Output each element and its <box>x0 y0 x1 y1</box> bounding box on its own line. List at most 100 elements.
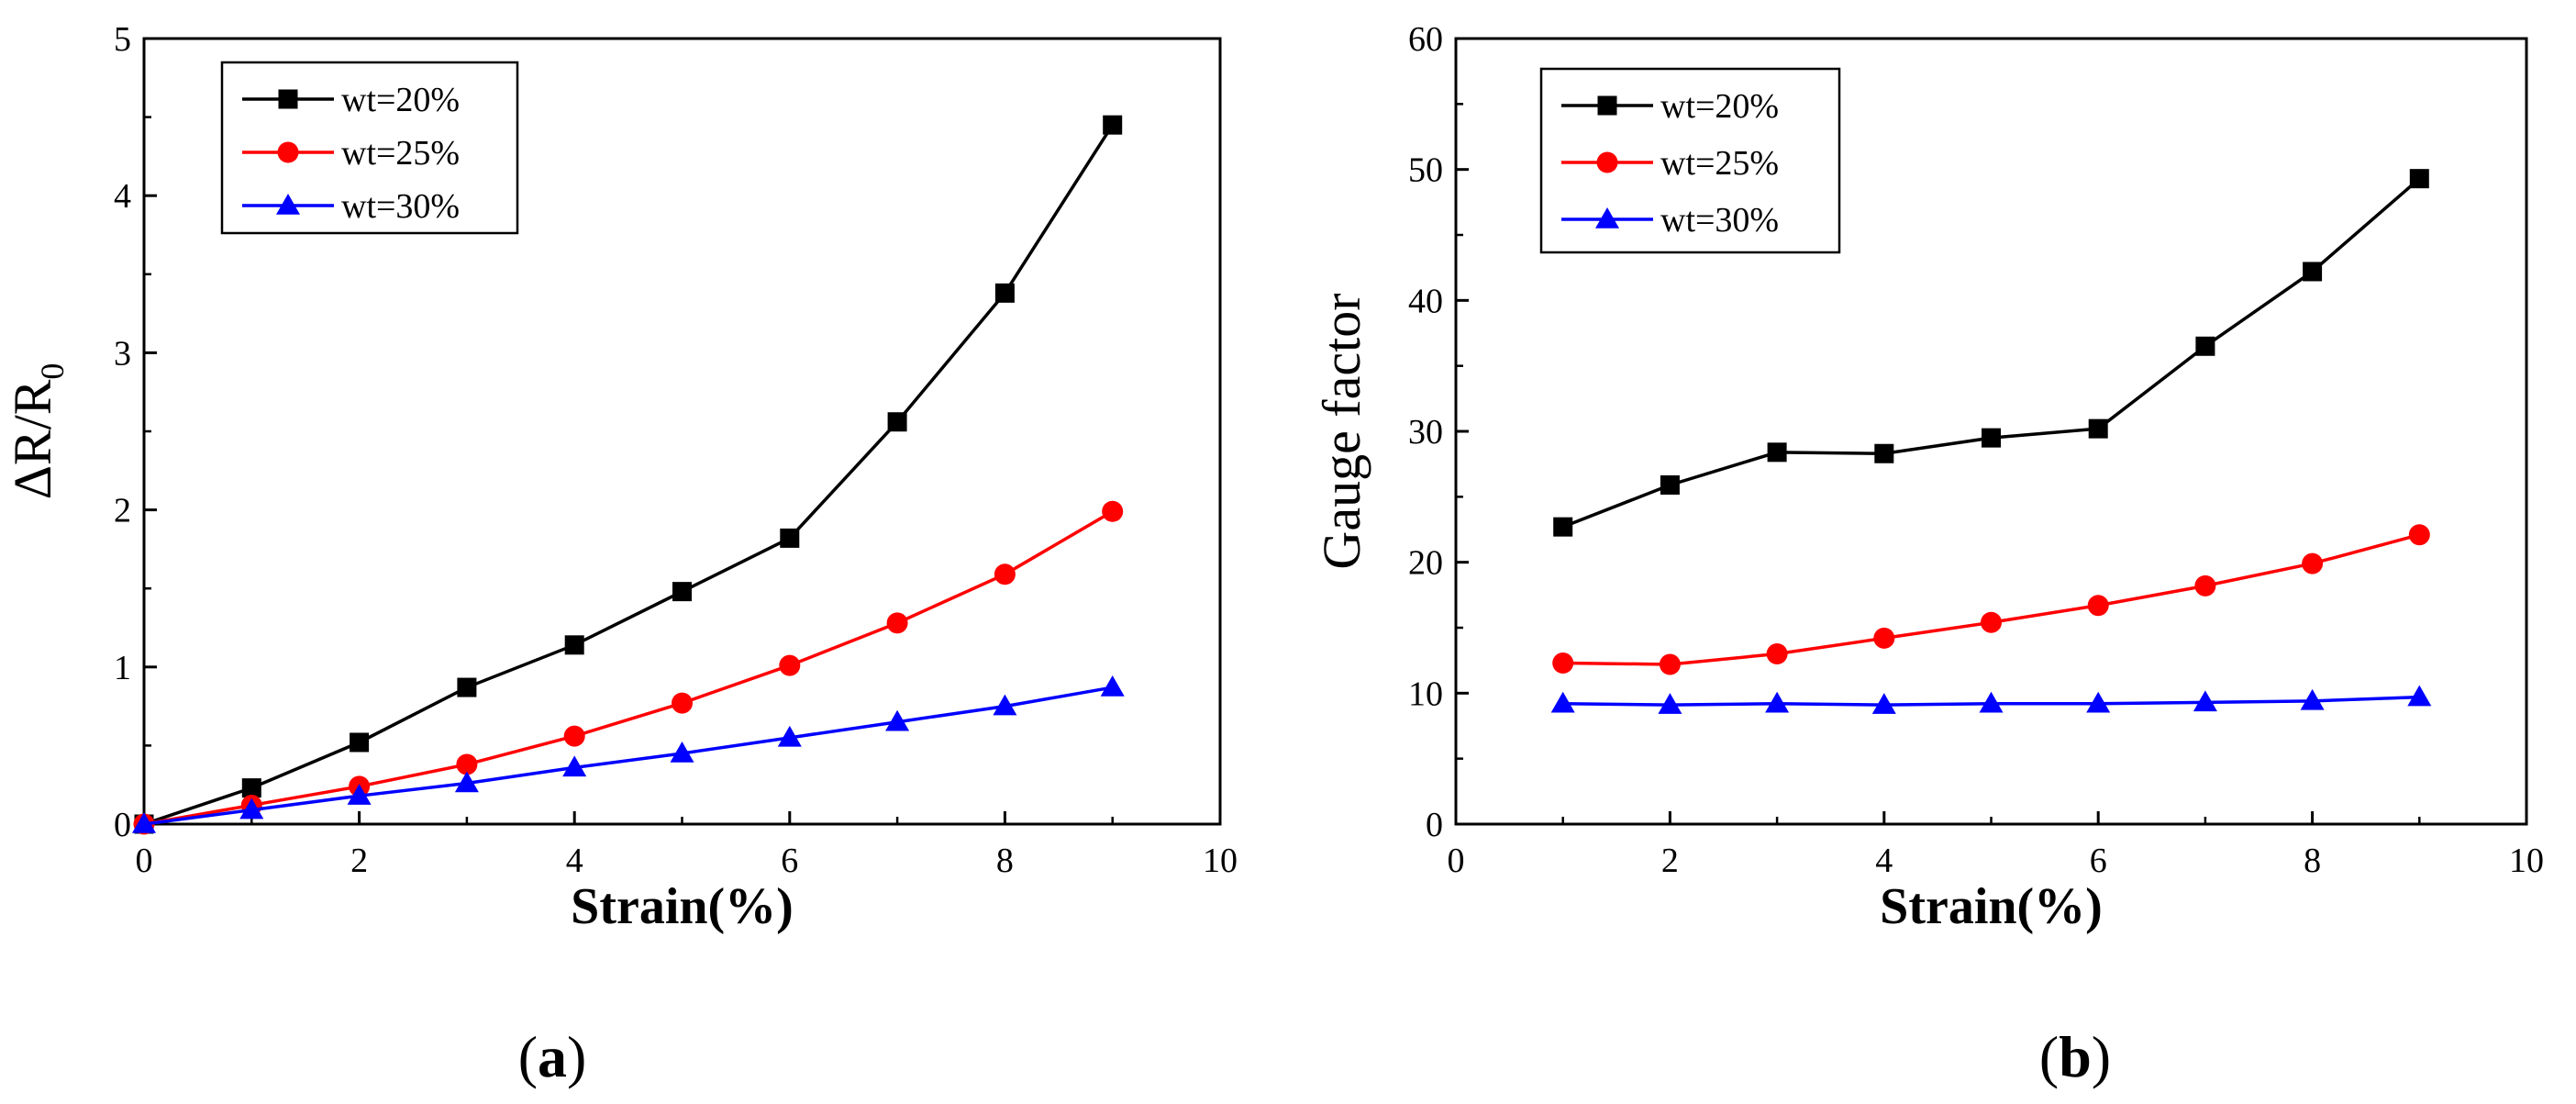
data-point <box>1766 643 1788 665</box>
series-2 <box>1550 685 2432 714</box>
data-point <box>672 582 692 602</box>
legend-marker <box>277 141 299 163</box>
x-tick-label: 10 <box>2509 842 2544 880</box>
data-point <box>2195 336 2215 356</box>
data-point <box>994 563 1016 585</box>
data-point <box>241 778 261 798</box>
series-0 <box>1553 169 2429 537</box>
data-point <box>1871 693 1896 714</box>
x-tick-label: 6 <box>781 842 798 880</box>
x-axis-title: Strain(%) <box>571 878 794 935</box>
x-axis-title: Strain(%) <box>1880 878 2103 935</box>
data-point <box>1103 115 1123 135</box>
y-tick-label: 1 <box>114 649 131 687</box>
x-tick-label: 4 <box>566 842 583 880</box>
data-point <box>1102 500 1124 522</box>
legend-label: wt=20% <box>1660 87 1779 126</box>
series-line <box>143 509 1114 826</box>
x-tick-label: 2 <box>350 842 368 880</box>
series-1 <box>1552 524 2430 675</box>
panel-label-b-close: ) <box>2092 1024 2111 1089</box>
data-point <box>1767 442 1787 463</box>
chart-panel-b: 0 2 4 6 8 10 0 10 20 30 40 50 60 Strain(%) Gauge facto… <box>1312 20 2544 935</box>
legend: wt=20% wt=25% wt=30% <box>220 61 519 235</box>
legend-item: wt=25% <box>242 134 460 173</box>
panel-label-a-open: ( <box>518 1024 538 1089</box>
x-tick-label: 8 <box>996 842 1014 880</box>
y-tick-label: 10 <box>1408 675 1443 713</box>
data-point <box>779 654 801 676</box>
legend-label: wt=20% <box>341 81 460 119</box>
data-point <box>239 797 264 820</box>
y-tick-label: 3 <box>114 334 131 373</box>
data-point <box>777 725 802 747</box>
legend-label: wt=25% <box>1660 144 1779 183</box>
x-tick-label: 8 <box>2304 842 2321 880</box>
data-point <box>780 528 800 548</box>
legend-marker <box>1597 95 1617 116</box>
data-point <box>670 741 694 763</box>
y-axis-title-main: ΔR/R <box>3 379 62 499</box>
data-point <box>454 771 479 793</box>
legend-marker <box>1596 151 1618 173</box>
data-point <box>2407 685 2432 707</box>
legend-label: wt=30% <box>341 187 460 226</box>
data-point <box>2409 169 2429 189</box>
legend-marker <box>278 89 298 109</box>
data-point <box>132 812 156 833</box>
data-point <box>2086 691 2111 713</box>
data-point <box>1659 653 1681 675</box>
chart-panel-a: 0 2 4 6 8 10012345Strain(%)ΔR/R0wt=20%wt=25%w… <box>3 20 1238 935</box>
y-tick-label: 2 <box>114 492 131 530</box>
y-tick-label: 20 <box>1408 544 1443 583</box>
data-point <box>1874 443 1894 463</box>
data-point <box>347 784 372 805</box>
data-point <box>1873 627 1895 649</box>
legend-marker <box>276 194 300 215</box>
series-2 <box>132 675 1125 833</box>
panel-label-a: (a) <box>518 1024 587 1089</box>
legend-item: wt=30% <box>242 187 460 226</box>
data-point <box>456 753 478 775</box>
x-tick-label: 0 <box>1448 842 1465 880</box>
data-point <box>2194 574 2216 597</box>
y-axis-title: ΔR/R0 <box>3 363 71 500</box>
x-tick-label: 6 <box>2090 842 2107 880</box>
y-tick-label: 60 <box>1408 20 1443 59</box>
x-tick-label: 2 <box>1661 842 1679 880</box>
y-axis-title-main: Gauge factor <box>1312 293 1371 569</box>
data-point <box>1553 517 1573 537</box>
data-point <box>1979 691 2004 713</box>
data-point <box>350 732 370 753</box>
series-1 <box>133 500 1124 835</box>
data-point <box>2300 688 2325 710</box>
data-point <box>1981 611 2002 633</box>
data-point <box>2087 595 2109 617</box>
data-point <box>2088 418 2108 439</box>
legend-item: wt=20% <box>1561 87 1779 126</box>
panel-label-a-letter: a <box>538 1024 567 1089</box>
y-tick-label: 5 <box>114 20 131 59</box>
data-point <box>2408 524 2430 546</box>
panel-label-b: (b) <box>2039 1024 2111 1089</box>
y-axis-title-subscript: 0 <box>34 363 71 380</box>
data-point <box>1765 691 1790 713</box>
data-point <box>563 725 585 747</box>
legend-marker <box>1595 207 1619 229</box>
x-tick-label: 0 <box>136 842 153 880</box>
data-point <box>1982 428 2001 448</box>
data-point <box>564 635 584 655</box>
data-point <box>1658 693 1682 714</box>
series-line <box>143 686 1114 826</box>
data-point <box>887 412 907 432</box>
data-point <box>885 709 910 731</box>
x-tick-label: 10 <box>1203 842 1238 880</box>
data-point <box>2302 552 2324 574</box>
legend-label: wt=25% <box>341 134 460 173</box>
legend-label: wt=30% <box>1660 201 1779 240</box>
data-point <box>2303 262 2323 282</box>
series-line <box>1562 533 2420 666</box>
y-tick-label: 4 <box>114 177 131 216</box>
y-tick-label: 40 <box>1408 282 1443 320</box>
